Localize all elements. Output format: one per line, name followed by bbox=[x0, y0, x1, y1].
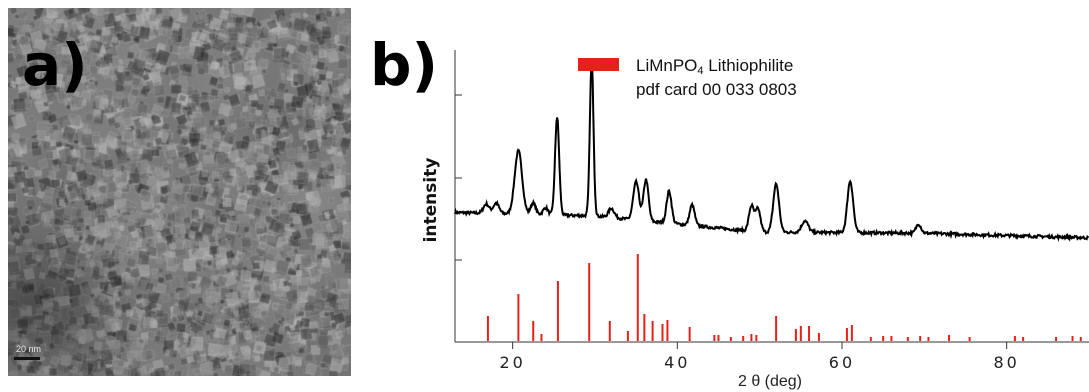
legend-formula: LiMnPO bbox=[636, 56, 697, 75]
legend-formula-subscript: 4 bbox=[697, 65, 703, 77]
y-axis-label: intensity bbox=[421, 158, 441, 243]
scale-bar bbox=[14, 357, 40, 360]
x-tick-label: 60 bbox=[829, 353, 855, 372]
scale-bar-label: 20 nm bbox=[16, 344, 42, 354]
x-axis-label: 2 θ (deg) bbox=[738, 373, 802, 390]
panel-b-label: b) bbox=[370, 31, 439, 99]
x-tick-label: 80 bbox=[993, 353, 1019, 372]
legend-entry: LiMnPO4 Lithiophilite bbox=[636, 56, 793, 77]
x-tick-label: 20 bbox=[499, 353, 525, 372]
xrd-pattern-line bbox=[454, 60, 1089, 243]
x-tick-label: 40 bbox=[664, 353, 690, 372]
reference-sticks bbox=[486, 254, 1082, 341]
legend-pdf-card: pdf card 00 033 0803 bbox=[636, 80, 797, 99]
legend-swatch bbox=[578, 58, 619, 71]
tem-micrograph bbox=[8, 8, 351, 376]
panel-a-label: a) bbox=[22, 31, 88, 99]
x-ticks: 20 40 60 80 bbox=[499, 342, 1019, 372]
legend-formula-rest: Lithiophilite bbox=[704, 56, 794, 75]
tem-texture bbox=[8, 8, 351, 376]
